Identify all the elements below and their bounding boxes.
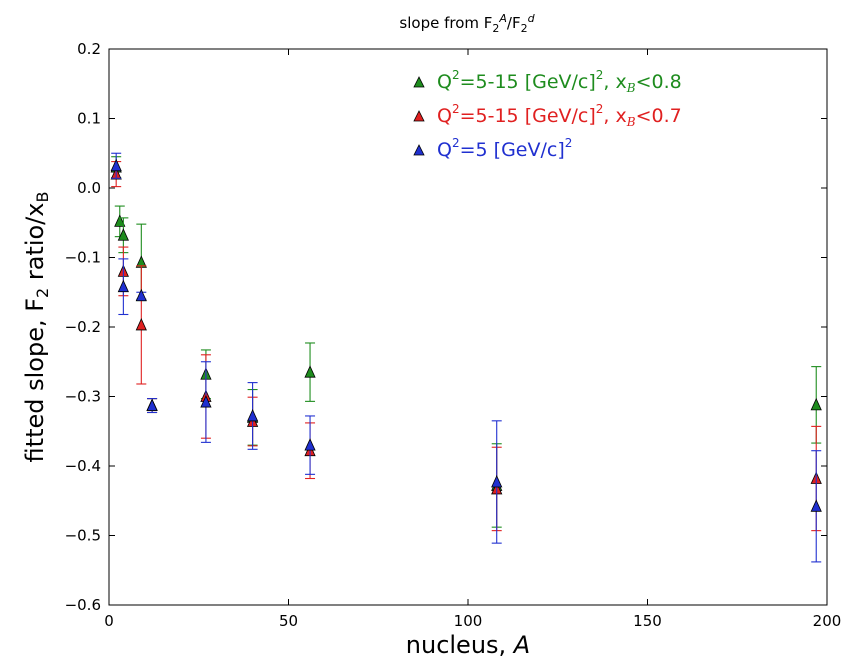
legend-text-part: Q bbox=[437, 105, 452, 127]
legend-entry: Q2=5 [GeV/c]2 bbox=[437, 136, 572, 161]
legend-text-part: Q bbox=[437, 139, 452, 161]
data-point bbox=[146, 398, 158, 411]
data-point bbox=[135, 288, 147, 302]
legend-text-part: B bbox=[626, 81, 636, 95]
data-point bbox=[117, 279, 129, 293]
data-point bbox=[117, 228, 129, 241]
y-axis-label: fitted slope, F2 ratio/xB bbox=[21, 192, 52, 463]
data-marks bbox=[110, 152, 822, 563]
legend-text-part: B bbox=[626, 115, 636, 129]
y-tick-label: −0.5 bbox=[65, 527, 101, 545]
legend-text-part: Q bbox=[437, 71, 452, 93]
plot-frame bbox=[108, 48, 828, 606]
data-point bbox=[135, 317, 147, 331]
x-tick-label: 0 bbox=[104, 612, 114, 630]
chart-title: slope from F2A/F2d bbox=[399, 12, 535, 35]
legend-text-part: 2 bbox=[596, 68, 604, 82]
y-tick-label: 0.1 bbox=[77, 110, 101, 128]
legend-text-part: 2 bbox=[452, 102, 460, 116]
legend-text-part: <0.8 bbox=[636, 71, 682, 93]
legend-marker bbox=[413, 144, 425, 156]
x-tick-label: 200 bbox=[813, 612, 842, 630]
x-tick-label: 100 bbox=[454, 612, 483, 630]
legend-text-part: 2 bbox=[452, 68, 460, 82]
legend-text-part: 2 bbox=[452, 136, 460, 150]
legend-text-part: , x bbox=[603, 71, 626, 93]
legend-entry: Q2=5-15 [GeV/c]2, xB<0.7 bbox=[437, 102, 682, 129]
legend-text-part: 2 bbox=[596, 102, 604, 116]
y-tick-label: 0.2 bbox=[77, 40, 101, 58]
data-point bbox=[810, 397, 822, 411]
legend-text-part: =5-15 [GeV/c] bbox=[460, 71, 596, 93]
y-tick-label: −0.1 bbox=[65, 249, 101, 267]
data-point bbox=[246, 408, 259, 422]
legend-text-part: , x bbox=[603, 105, 626, 127]
data-point bbox=[304, 365, 316, 378]
x-tick-label: 50 bbox=[279, 612, 298, 630]
y-tick-label: −0.3 bbox=[65, 388, 101, 406]
data-point bbox=[110, 158, 122, 172]
series-1 bbox=[110, 156, 822, 528]
legend-marker bbox=[413, 110, 425, 122]
x-axis-label: nucleus, A bbox=[406, 631, 530, 659]
y-tick-label: 0.0 bbox=[77, 179, 101, 197]
legend-text-part: =5-15 [GeV/c] bbox=[460, 105, 596, 127]
data-point bbox=[304, 438, 316, 451]
data-point bbox=[114, 214, 126, 227]
legend-entry: Q2=5-15 [GeV/c]2, xB<0.8 bbox=[437, 68, 682, 95]
y-tick-label: −0.2 bbox=[65, 318, 101, 336]
legend: Q2=5-15 [GeV/c]2, xB<0.8Q2=5-15 [GeV/c]2… bbox=[413, 68, 682, 161]
series-3 bbox=[110, 152, 822, 563]
data-point bbox=[491, 475, 503, 488]
legend-text-part: 2 bbox=[565, 136, 573, 150]
y-tick-label: −0.4 bbox=[65, 457, 101, 475]
data-point bbox=[200, 395, 212, 408]
data-point bbox=[810, 499, 822, 512]
legend-marker bbox=[413, 76, 425, 88]
axis-ticks: 0 50 100 150 200 −0.6 −0.5 −0.4 −0.3 −0.2 −0.1 0.0 0… bbox=[65, 40, 842, 630]
x-tick-label: 150 bbox=[633, 612, 662, 630]
series-2 bbox=[110, 161, 822, 532]
y-tick-label: −0.6 bbox=[65, 596, 101, 614]
legend-text-part: =5 [GeV/c] bbox=[460, 139, 565, 161]
legend-text-part: <0.7 bbox=[636, 105, 682, 127]
